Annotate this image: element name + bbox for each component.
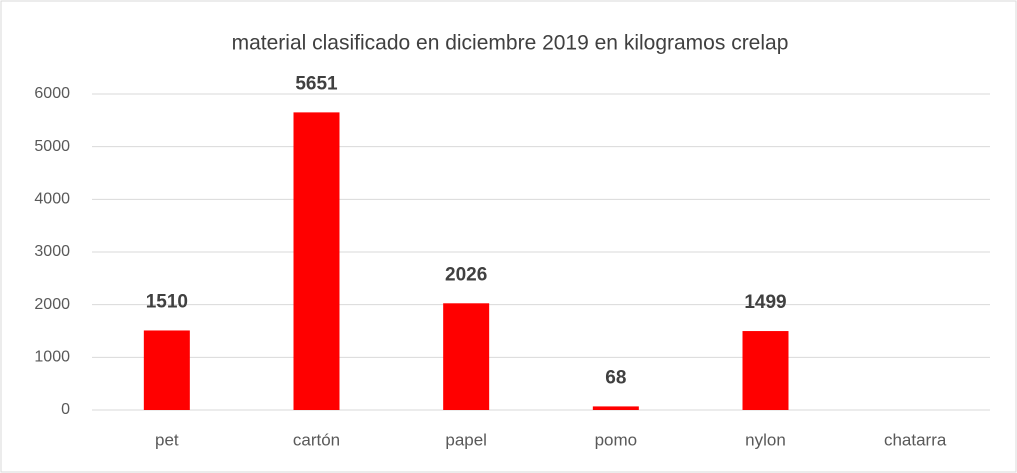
y-tick-label: 1000 [34,349,70,366]
chart-title: material clasificado en diciembre 2019 e… [232,32,789,55]
data-label: 1510 [146,291,188,312]
x-tick-label: chatarra [884,430,947,449]
x-tick-label: pet [155,430,179,449]
data-label: 2026 [445,264,487,285]
bar [293,112,340,410]
bar [592,406,639,410]
y-tick-label: 2000 [34,296,70,313]
y-tick-label: 5000 [34,138,70,155]
x-tick-label: cartón [293,430,340,449]
y-tick-label: 0 [61,401,70,418]
data-label: 5651 [295,73,338,94]
bar [443,303,490,410]
y-tick-label: 3000 [34,243,70,260]
bar [742,331,789,410]
x-tick-label: papel [445,430,487,449]
x-tick-label: nylon [745,430,786,449]
y-tick-label: 4000 [34,191,70,208]
bar [143,330,190,410]
y-tick-label: 6000 [34,85,70,102]
data-label: 68 [605,367,626,388]
data-label: 1499 [744,292,786,313]
x-tick-label: pomo [595,430,638,449]
